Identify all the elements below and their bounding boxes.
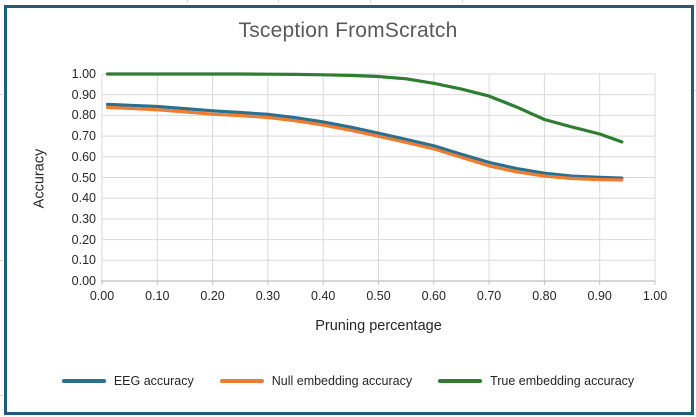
y-tick-label: 0.70 <box>71 129 96 144</box>
series-line-eeg-accuracy <box>105 102 624 180</box>
chart-title: Tsception FromScratch <box>238 19 458 42</box>
y-tick-label: 0.90 <box>71 87 96 102</box>
x-tick-label: 1.00 <box>642 289 668 303</box>
x-tick-label: 0.20 <box>200 289 225 303</box>
x-tick-label: 0.30 <box>255 289 281 303</box>
series-line-null-embedding-accuracy <box>105 105 624 182</box>
spreadsheet-gridline-artifact <box>462 0 463 3</box>
x-tick-label: 0.40 <box>311 289 336 303</box>
spreadsheet-gridline-artifact <box>187 0 188 3</box>
x-tick-label: 0.80 <box>532 289 557 303</box>
x-tick-label: 0.00 <box>89 289 115 303</box>
legend-item-null-embedding-accuracy: Null embedding accuracy <box>219 374 413 388</box>
x-tick-label: 0.90 <box>587 289 612 303</box>
y-tick-label: 0.50 <box>71 170 96 185</box>
y-tick-label: 0.40 <box>71 191 96 206</box>
y-tick-label: 0.00 <box>71 274 96 288</box>
legend-line-swatch <box>438 379 483 383</box>
x-tick-label: 0.10 <box>145 289 170 303</box>
y-tick-label: 0.30 <box>71 211 96 226</box>
x-axis-title: Pruning percentage <box>315 318 442 334</box>
legend-item-eeg-accuracy: EEG accuracy <box>61 374 194 388</box>
y-tick-label: 0.20 <box>71 232 96 247</box>
spreadsheet-gridline-artifact <box>0 395 3 396</box>
legend-item-true-embedding-accuracy: True embedding accuracy <box>438 374 634 388</box>
legend-line-swatch <box>61 379 106 383</box>
x-tick-label: 0.70 <box>476 289 502 303</box>
y-tick-label: 0.10 <box>71 253 96 268</box>
legend-label: True embedding accuracy <box>490 374 635 388</box>
spreadsheet-gridline-artifact <box>0 260 3 261</box>
spreadsheet-gridline-artifact <box>693 90 696 91</box>
y-tick-label: 1.00 <box>71 67 96 81</box>
x-tick-label: 0.50 <box>366 289 391 303</box>
spreadsheet-gridline-artifact <box>0 94 3 95</box>
spreadsheet-gridline-artifact <box>370 0 371 3</box>
legend-label: Null embedding accuracy <box>271 374 413 388</box>
y-axis-title: Accuracy <box>31 148 48 209</box>
legend-line-swatch <box>219 379 264 383</box>
x-tick-label: 0.60 <box>421 289 446 303</box>
legend-label: EEG accuracy <box>113 374 194 388</box>
y-tick-label: 0.80 <box>71 108 96 123</box>
spreadsheet-gridline-artifact <box>278 0 279 3</box>
chart-legend: EEG accuracy Null embedding accuracy True … <box>0 374 696 388</box>
series-line-true-embedding-accuracy <box>105 72 624 144</box>
y-tick-label: 0.60 <box>71 149 96 164</box>
